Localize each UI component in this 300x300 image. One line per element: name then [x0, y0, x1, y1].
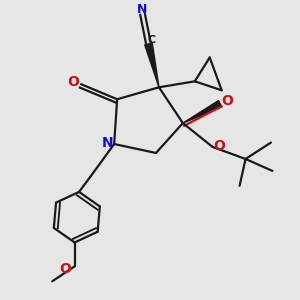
Text: O: O [222, 94, 234, 108]
Text: O: O [213, 139, 225, 152]
Text: O: O [60, 262, 72, 276]
Text: N: N [102, 136, 113, 149]
Polygon shape [183, 100, 222, 123]
Text: O: O [67, 75, 79, 89]
Polygon shape [145, 43, 159, 87]
Text: N: N [137, 3, 148, 16]
Text: C: C [147, 35, 156, 45]
